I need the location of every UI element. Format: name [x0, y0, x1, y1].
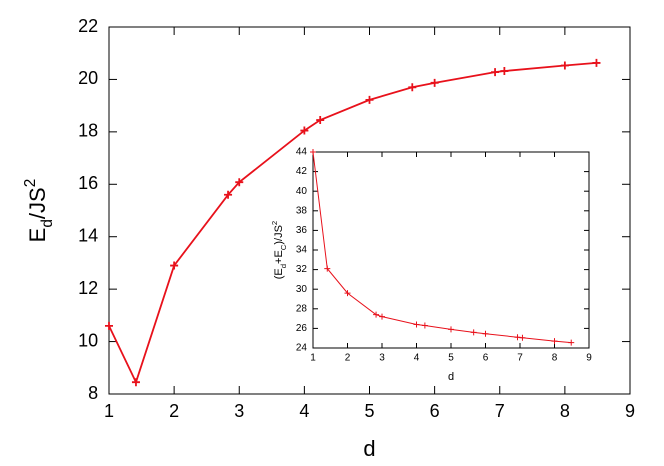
data-point [592, 58, 601, 67]
data-point [551, 338, 558, 345]
y-tick-label: 24 [296, 343, 308, 354]
data-point [105, 321, 113, 330]
data-point [500, 67, 509, 76]
data-point [344, 290, 351, 297]
data-point [448, 326, 454, 333]
x-tick-label: 8 [552, 353, 558, 364]
x-tick-label: 1 [310, 353, 316, 364]
x-tick-label: 4 [414, 353, 420, 364]
x-tick-label: 9 [625, 401, 635, 421]
x-tick-label: 9 [586, 353, 592, 364]
y-axis-label: (Ed+EC)/JS2 [270, 221, 288, 279]
data-point [408, 83, 417, 92]
data-point [568, 339, 575, 346]
data-point [421, 322, 428, 329]
y-axis-label-part: )/JS [273, 225, 285, 245]
y-tick-label: 30 [296, 284, 308, 295]
x-tick-label: 5 [448, 353, 454, 364]
y-tick-label: 14 [78, 225, 98, 245]
y-axis-label-part: E [25, 228, 50, 243]
y-tick-label: 38 [296, 205, 308, 216]
data-point [470, 329, 477, 336]
data-point [235, 178, 244, 187]
data-point [379, 313, 385, 320]
x-tick-label: 1 [104, 401, 114, 421]
y-tick-label: 20 [78, 68, 98, 88]
y-tick-label: 28 [296, 303, 308, 314]
data-point [224, 190, 233, 199]
y-axis-label-part: 2 [270, 221, 279, 225]
x-tick-label: 6 [483, 353, 489, 364]
y-tick-label: 36 [296, 225, 308, 236]
x-tick-label: 3 [379, 353, 385, 364]
y-axis-label-part: C [279, 244, 288, 250]
plot-frame [312, 151, 590, 349]
data-point [413, 321, 420, 328]
y-axis-label-part: 2 [22, 179, 39, 188]
data-point [373, 311, 380, 318]
data-point [300, 126, 309, 135]
x-tick-label: 3 [234, 401, 244, 421]
x-tick-label: 2 [345, 353, 351, 364]
y-axis-label-part: /JS [25, 187, 50, 219]
data-point [170, 261, 179, 270]
data-point [560, 61, 569, 70]
data-point [430, 78, 439, 87]
y-tick-label: 8 [88, 383, 98, 403]
data-point [324, 265, 331, 272]
data-point [482, 330, 489, 337]
y-axis-label-part: d [39, 219, 56, 228]
y-axis-label-part: (E [273, 268, 285, 279]
x-tick-label: 7 [495, 401, 505, 421]
x-tick-label: 4 [299, 401, 309, 421]
x-tick-label: 7 [517, 353, 523, 364]
x-tick-label: 5 [364, 401, 374, 421]
y-axis-label-part: +E [273, 250, 285, 264]
y-tick-label: 16 [78, 173, 98, 193]
data-point [519, 334, 526, 341]
y-tick-label: 18 [78, 121, 98, 141]
y-tick-label: 42 [296, 166, 308, 177]
data-point [131, 378, 140, 387]
y-tick-label: 40 [296, 186, 308, 197]
x-tick-label: 8 [560, 401, 570, 421]
y-axis-label-part: d [279, 264, 288, 268]
data-point [310, 149, 316, 155]
x-axis-label: d [448, 371, 454, 383]
y-tick-label: 12 [78, 278, 98, 298]
data-point [316, 116, 325, 125]
y-tick-label: 34 [296, 245, 308, 256]
y-axis-label: Ed/JS2 [22, 179, 56, 243]
y-tick-label: 26 [296, 323, 308, 334]
x-axis-label: d [363, 436, 375, 461]
y-tick-label: 44 [296, 147, 308, 158]
y-tick-label: 22 [78, 16, 98, 36]
data-point [491, 68, 500, 77]
y-tick-label: 10 [78, 330, 98, 350]
x-tick-label: 6 [430, 401, 440, 421]
x-tick-label: 2 [169, 401, 179, 421]
y-tick-label: 32 [296, 264, 308, 275]
data-point [365, 95, 374, 104]
